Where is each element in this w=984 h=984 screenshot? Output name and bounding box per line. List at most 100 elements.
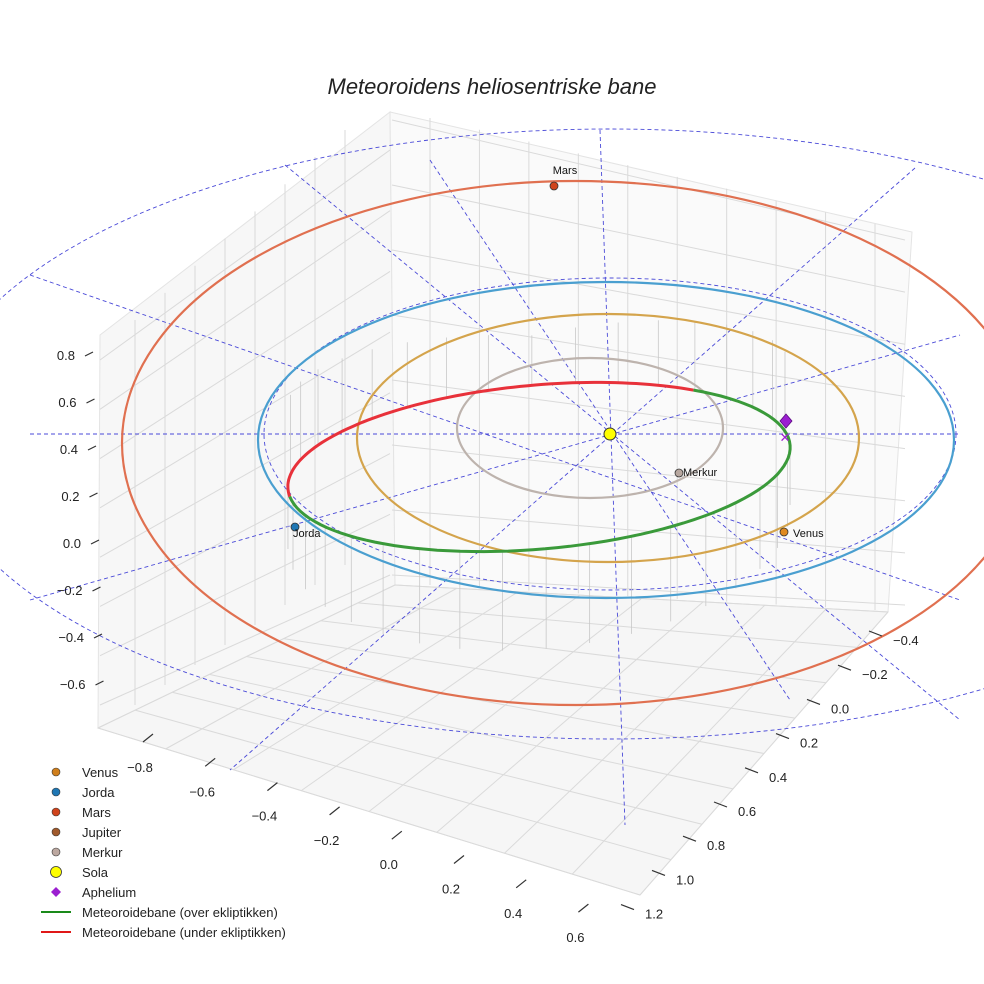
ecliptic-spoke: [29, 334, 961, 601]
legend-label: Jupiter: [82, 824, 122, 840]
x-tick-label: −0.6: [189, 784, 215, 799]
legend-symbol: [38, 922, 76, 942]
planet-marker-mars: [549, 181, 559, 191]
y-tick-label: 0.8: [707, 838, 725, 853]
grid-line: [391, 184, 906, 293]
legend-item: Meteoroidebane (over ekliptikken): [38, 902, 286, 922]
z-tick-mark: [90, 539, 100, 545]
z-tick-label: 0.8: [57, 348, 75, 363]
chart-legend: Venus Jorda Mars Jupiter Merkur Sola Aphelium M…: [38, 762, 286, 942]
axis-ticks: 0.8 0.6 0.4 0.2 0.0 −0.2 −0.4 −0.6 −0.8 −0.6 −0.4 −…: [57, 348, 919, 945]
y-tick-label: −0.4: [893, 633, 919, 648]
planet-marker-merkur: [674, 468, 684, 478]
y-tick-mark: [868, 630, 883, 637]
x-tick-mark: [267, 782, 278, 792]
grid-line: [99, 149, 391, 361]
grid-line: [99, 574, 391, 706]
y-tick-mark: [744, 767, 759, 774]
z-tick-label: 0.4: [60, 442, 78, 457]
z-tick-mark: [87, 445, 97, 451]
x-tick-mark: [453, 855, 465, 864]
x-tick-mark: [329, 806, 340, 816]
y-tick-mark: [651, 869, 666, 876]
ecliptic-spoke: [229, 167, 916, 771]
meteoroid-orbit-below: [286, 380, 694, 498]
planet-label-venus: Venus: [793, 528, 824, 540]
y-tick-mark: [620, 904, 635, 911]
grid-line: [99, 453, 391, 607]
z-tick-label: 0.2: [61, 489, 79, 504]
orbit-venus: [355, 312, 861, 564]
z-tick-label: 0.0: [63, 536, 81, 551]
y-tick-mark: [837, 664, 852, 671]
legend-symbol: [38, 782, 76, 802]
x-tick-mark: [578, 903, 589, 913]
y-tick-label: 0.6: [738, 804, 756, 819]
planet-orbits: [121, 179, 984, 707]
x-tick-mark: [142, 733, 154, 743]
grid-line: [391, 119, 906, 241]
z-tick-mark: [86, 398, 95, 404]
legend-circle: [50, 866, 62, 878]
legend-label: Aphelium: [82, 884, 137, 900]
x-tick-mark: [391, 830, 403, 840]
legend-symbol: [38, 802, 76, 822]
y-tick-label: 0.4: [769, 770, 787, 785]
grid-line: [639, 611, 889, 896]
y-tick-label: 1.2: [645, 907, 663, 922]
legend-item: Sola: [38, 862, 286, 882]
grid-line: [368, 598, 642, 812]
x-tick-label: 0.0: [380, 857, 398, 872]
ecliptic-outer-circle: [0, 128, 984, 740]
x-tick-label: 0.6: [566, 930, 584, 945]
z-tick-label: −0.4: [58, 630, 84, 645]
legend-label: Merkur: [82, 844, 123, 860]
chart-title: Meteoroidens heliosentriske bane: [327, 74, 657, 99]
grid-line: [571, 608, 827, 875]
z-tick-label: 0.6: [58, 395, 76, 410]
planet-label-merkur: Merkur: [683, 467, 718, 479]
legend-item: Aphelium: [38, 882, 286, 902]
body-markers: Mars Merkur Venus Jorda ✕: [290, 165, 824, 540]
grid-line: [391, 574, 906, 606]
orbit-mars: [121, 179, 984, 707]
legend-label: Venus: [82, 764, 119, 780]
grid-line: [391, 249, 906, 345]
x-tick-mark: [515, 879, 527, 889]
x-tick-label: −0.4: [252, 809, 278, 824]
legend-diamond: [51, 887, 61, 897]
perihelion-cross-marker: ✕: [780, 430, 791, 445]
planet-marker-venus: [779, 527, 789, 537]
grid-line: [97, 584, 396, 729]
y-tick-label: 0.0: [831, 701, 849, 716]
x-tick-label: −0.8: [127, 760, 153, 775]
x-tick-mark: [204, 757, 216, 767]
y-tick-mark: [806, 698, 821, 705]
y-tick-mark: [713, 801, 728, 808]
z-tick-mark: [95, 680, 104, 686]
ecliptic-reference-lines: [0, 128, 984, 826]
planet-marker-jorda: [290, 522, 300, 532]
orbit-jorda: [256, 280, 956, 600]
back-right-pane: [389, 111, 913, 613]
legend-label: Jorda: [82, 784, 115, 800]
planet-label-jorda: Jorda: [293, 528, 321, 540]
legend-symbol: [38, 762, 76, 782]
grid-line: [436, 601, 704, 833]
grid-line: [165, 587, 457, 750]
legend-label: Meteoroidebane (under ekliptikken): [82, 924, 286, 940]
grid-line: [99, 513, 391, 657]
z-tick-mark: [84, 351, 94, 357]
legend-symbol: [38, 842, 76, 862]
axis-gridlines: [97, 118, 906, 896]
z-tick-label: −0.6: [60, 677, 86, 692]
sun-marker: [603, 427, 617, 441]
legend-label: Mars: [82, 804, 111, 820]
z-tick-mark: [93, 633, 103, 639]
grid-line: [233, 591, 519, 771]
ecliptic-spoke: [599, 129, 626, 826]
grid-line: [391, 314, 906, 397]
legend-item: Venus: [38, 762, 286, 782]
legend-symbol: [38, 862, 76, 882]
